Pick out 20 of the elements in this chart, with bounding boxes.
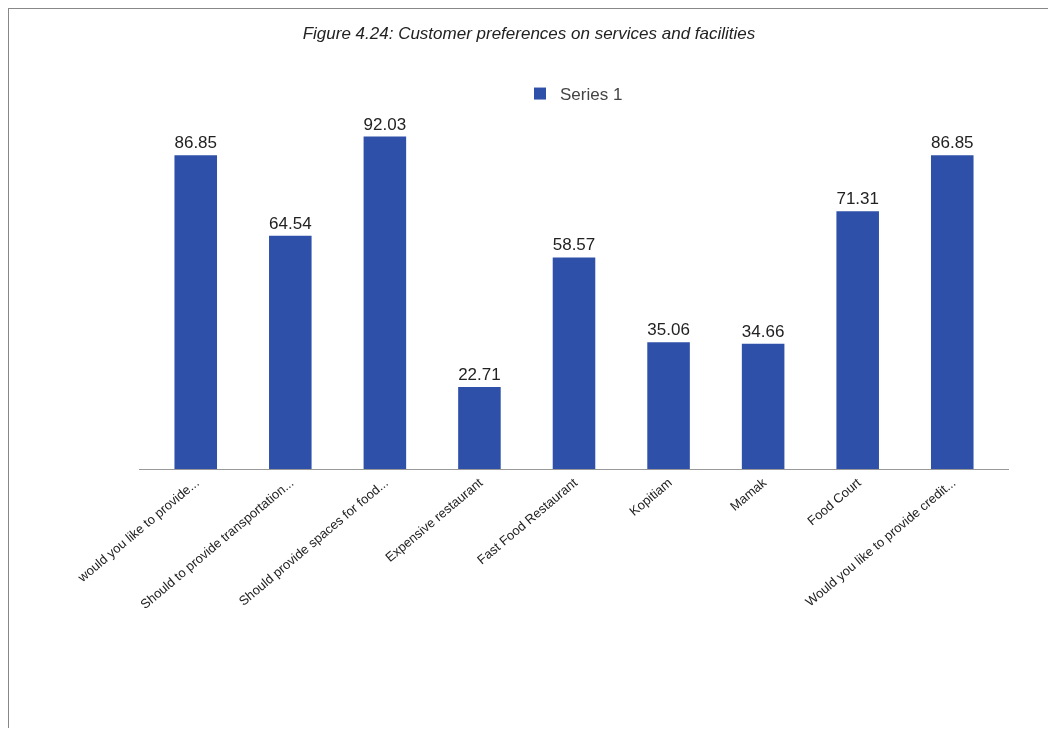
- bar: [269, 235, 312, 469]
- bar: [647, 342, 690, 469]
- data-label: 71.31: [836, 189, 879, 209]
- bar: [930, 155, 974, 469]
- bar: [363, 136, 407, 469]
- data-label: 35.06: [647, 320, 690, 340]
- data-label: 86.85: [930, 133, 974, 153]
- chart-title: Figure 4.24: Customer preferences on services and facilities: [302, 23, 756, 43]
- data-label: 92.03: [363, 114, 407, 134]
- data-label: 34.66: [741, 321, 785, 341]
- data-label: 58.57: [552, 235, 596, 255]
- bar: [174, 155, 218, 469]
- legend-label: Series 1: [560, 85, 623, 105]
- bar: [836, 211, 879, 469]
- data-label: 86.85: [174, 133, 218, 153]
- bar: [741, 343, 785, 469]
- bar: [458, 386, 501, 469]
- data-label: 64.54: [269, 213, 312, 233]
- bar: [552, 257, 596, 469]
- data-label: 22.71: [458, 364, 501, 384]
